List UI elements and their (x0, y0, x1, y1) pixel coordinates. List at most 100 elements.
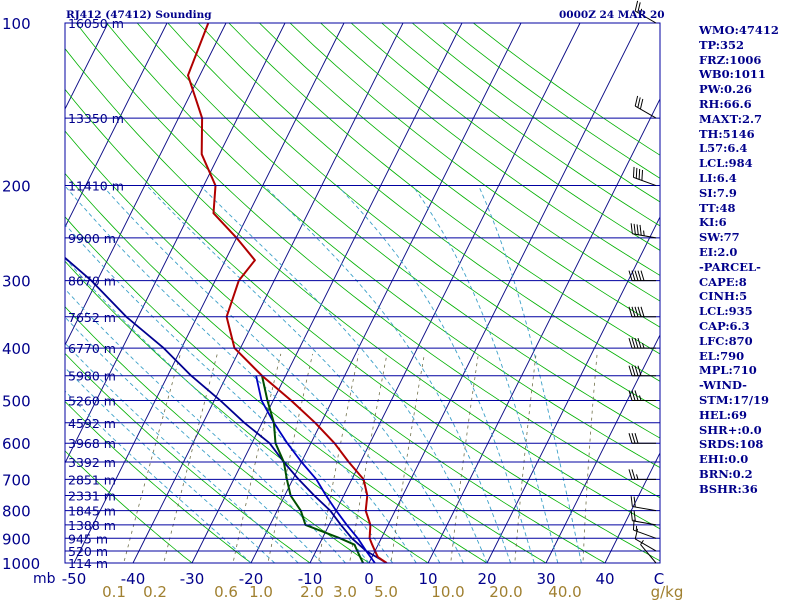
barb-flag (628, 306, 633, 317)
temperature-tick-label: 0 (364, 570, 374, 588)
mixing-ratio-tick-label: 0.1 (102, 583, 126, 600)
dry-adiabat (259, 23, 660, 328)
height-label: 114 m (68, 556, 108, 571)
index-item: LCL:935 (699, 304, 753, 319)
barb-flag (634, 433, 639, 444)
sounding-time: 0000Z 24 MAR 20 (559, 9, 665, 21)
barb-flag (639, 224, 642, 236)
barb-staff (634, 105, 657, 119)
index-item: CAPE:8 (699, 274, 747, 289)
barb-flag (634, 365, 639, 376)
plot-area (65, 23, 660, 563)
height-label: 3392 m (68, 455, 116, 470)
moist-adiabat (65, 185, 417, 563)
index-item: TP:352 (699, 37, 745, 52)
pressure-tick-label: 400 (2, 340, 31, 358)
moist-adiabat (199, 185, 488, 563)
height-label: 13350 m (68, 111, 124, 126)
barb-flag (631, 390, 636, 401)
wind-barb (628, 469, 656, 480)
parcel-curve (65, 256, 388, 563)
pressure-tick-label: 200 (2, 178, 31, 196)
isotherm (65, 23, 227, 347)
moist-adiabat (146, 185, 464, 563)
barb-flag (637, 2, 641, 13)
barb-flag (628, 390, 633, 401)
mixing-ratio-tick-label: 20.0 (489, 583, 522, 600)
dry-adiabat (65, 48, 660, 530)
mixing-ratio-tick-label: 0.6 (214, 583, 238, 600)
index-item: L57:6.4 (699, 141, 748, 156)
mixing-ratio-tick-label: 5.0 (374, 583, 398, 600)
barb-flag (634, 0, 639, 12)
index-item: -PARCEL- (699, 259, 761, 274)
moist-adiabat (412, 185, 559, 563)
dry-adiabat (65, 130, 606, 563)
barb-flag (632, 166, 635, 178)
height-label: 6770 m (68, 341, 116, 356)
height-label: 5980 m (68, 369, 116, 384)
barb-flag (630, 223, 633, 234)
height-label: 8670 m (68, 274, 116, 289)
index-item: LCL:984 (699, 156, 753, 171)
dry-adiabat (65, 216, 488, 563)
isotherm (545, 333, 660, 563)
dry-adiabat (350, 23, 660, 251)
barb-flag (630, 496, 633, 507)
dewpoint-curve (261, 375, 364, 563)
index-item: SW:77 (699, 230, 740, 245)
wind-barb (630, 510, 657, 526)
dry-adiabat (136, 23, 660, 439)
isotherm (309, 23, 581, 563)
dry-adiabat (289, 23, 660, 302)
mixing-ratio-tick-label: 40.0 (548, 583, 581, 600)
index-item: PW:0.26 (699, 82, 753, 97)
temperature-tick-label: -30 (180, 570, 205, 588)
moist-adiabat (102, 185, 441, 563)
barb-flag (628, 469, 633, 480)
pressure-tick-label: 900 (2, 530, 31, 548)
moist-adiabat (65, 342, 299, 563)
index-item: CINH:5 (699, 289, 748, 304)
barb-staff (634, 10, 657, 24)
barb-flag (637, 270, 642, 281)
temperature-tick-label: C (654, 570, 664, 588)
mixing-ratio-line (232, 353, 282, 563)
index-item: MAXT:2.7 (699, 111, 762, 126)
barb-flag (640, 306, 645, 317)
index-item: SRDS:108 (699, 437, 764, 452)
mixing-ratio-line (390, 353, 425, 563)
dry-adiabat (65, 400, 252, 563)
mixing-ratio-line (349, 353, 388, 563)
moist-adiabat (263, 185, 512, 563)
height-label: 2331 m (68, 489, 116, 504)
index-item: BSHR:36 (699, 481, 758, 496)
wind-barb (628, 306, 656, 318)
barb-flag (634, 390, 639, 401)
barb-staff (633, 529, 657, 539)
height-label: 1845 m (68, 504, 116, 519)
wind-barb (634, 0, 657, 24)
isotherm (65, 23, 286, 465)
dry-adiabat (167, 23, 660, 410)
dry-adiabat (65, 352, 311, 563)
isotherm (604, 451, 660, 563)
height-label: 4592 m (68, 416, 116, 431)
barb-half-flag (639, 395, 642, 401)
dry-adiabat (65, 260, 429, 563)
barb-flag (637, 337, 642, 349)
height-label: 11410 m (68, 179, 124, 194)
dry-adiabat (65, 450, 193, 563)
barb-flag (637, 97, 641, 108)
barb-flag (631, 270, 636, 281)
temperature-tick-label: -10 (298, 570, 323, 588)
isotherm (65, 23, 168, 229)
temperature-tick-label: 20 (477, 570, 496, 588)
pressure-tick-label: 100 (2, 15, 31, 33)
mixing-ratio-tick-label: 10.0 (431, 583, 464, 600)
temperature-tick-label: 10 (418, 570, 437, 588)
mixing-ratio-line (582, 353, 598, 563)
barb-flag (631, 306, 636, 317)
pressure-tick-label: 300 (2, 273, 31, 291)
